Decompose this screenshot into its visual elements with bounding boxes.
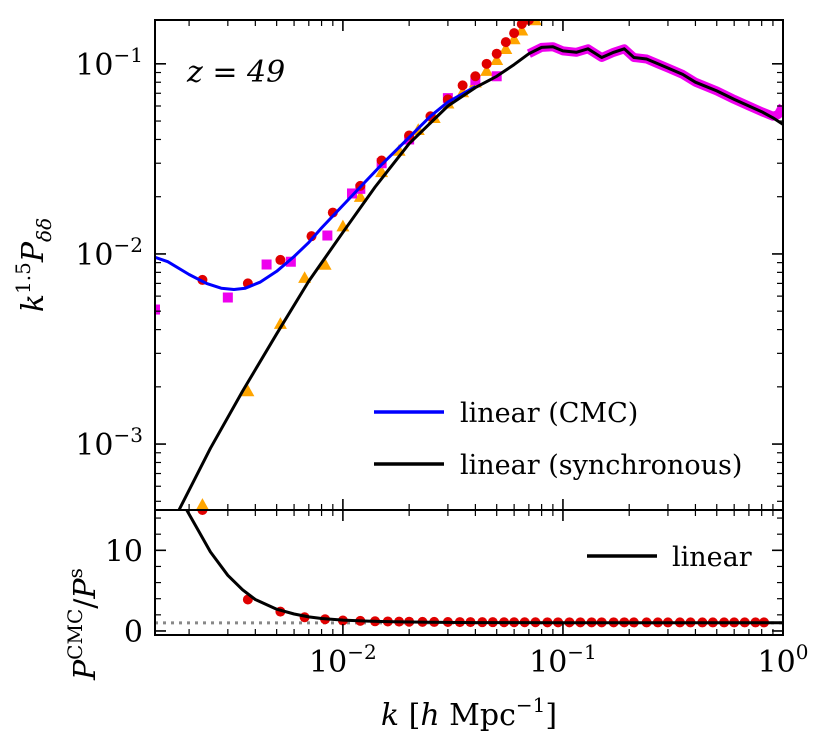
data-point-2-10 [457, 80, 468, 91]
data-point-b1-0 [197, 510, 208, 515]
bottom-y-axis: 0 10 [105, 517, 783, 650]
x-axis-label: k [h Mpc−1] [381, 693, 557, 733]
bottom-frame [154, 509, 784, 636]
y-tick-label-2: 10−3 [75, 423, 143, 463]
data-point-5-16 [499, 42, 513, 54]
data-point-3-5 [347, 188, 358, 199]
top-plot-area [155, 20, 783, 510]
top-panel: 10−1 10−2 10−3 z = 49 k1.5Pδδ linear (CMC)… [11, 19, 784, 511]
data-point-3-1 [222, 292, 233, 303]
bottom-plot-area [155, 510, 783, 628]
data-point-2-2 [275, 254, 286, 265]
x-tick-label-0: 10−2 [309, 640, 377, 680]
data-point-2-16 [516, 20, 527, 29]
bottom-panel: 0 10 10−2 10−1 100 PCMC/Ps linear k [h Mpc−… [63, 509, 809, 733]
top-y-axis: 10−1 10−2 10−3 [75, 43, 783, 502]
x-tick-label-1: 10−1 [529, 640, 597, 680]
top-legend: linear (CMC) linear (synchronous) [374, 398, 742, 481]
data-point-3-0 [155, 304, 160, 315]
data-point-5-14 [480, 64, 494, 76]
bottom-legend-label: linear [672, 542, 752, 573]
bottom-y-axis-label: PCMC/Ps [63, 568, 103, 681]
data-point-5-0 [195, 498, 209, 510]
data-point-3-4 [322, 230, 333, 241]
top-y-axis-label: k1.5Pδδ [11, 218, 56, 312]
y-tick-label-0: 10−1 [75, 43, 143, 83]
data-point-2-12 [481, 58, 492, 69]
data-point-2-13 [491, 48, 502, 59]
bottom-y-tick-label-0: 0 [124, 615, 143, 650]
data-point-5-6 [353, 190, 367, 202]
data-point-2-14 [500, 37, 511, 48]
data-point-5-15 [490, 53, 504, 65]
data-point-2-11 [470, 71, 481, 82]
series-line-b0 [185, 510, 783, 625]
data-point-5-4 [318, 257, 332, 270]
x-axis: 10−2 10−1 100 [188, 510, 809, 680]
y-tick-label-1: 10−2 [75, 233, 143, 273]
data-point-5-17 [507, 32, 521, 45]
legend-label-1: linear (synchronous) [460, 450, 742, 481]
x-label-text: k [h Mpc−1] [381, 693, 557, 733]
top-x-ticks [188, 20, 784, 510]
bottom-y-label-text: PCMC/Ps [63, 568, 103, 681]
x-tick-label-2: 100 [758, 640, 809, 680]
data-point-5-1 [241, 384, 255, 397]
legend-label-0: linear (CMC) [460, 398, 638, 429]
series-line-0 [155, 85, 477, 291]
redshift-annotation: z = 49 [186, 55, 285, 90]
data-point-3-3 [285, 256, 296, 267]
bottom-y-tick-label-1: 10 [105, 534, 143, 569]
data-point-5-2 [273, 317, 287, 329]
top-y-label-text: k1.5Pδδ [11, 218, 56, 312]
data-point-2-15 [509, 28, 520, 39]
series-line-1 [177, 45, 783, 510]
data-point-3-2 [261, 259, 272, 270]
bottom-legend: linear [587, 542, 752, 573]
